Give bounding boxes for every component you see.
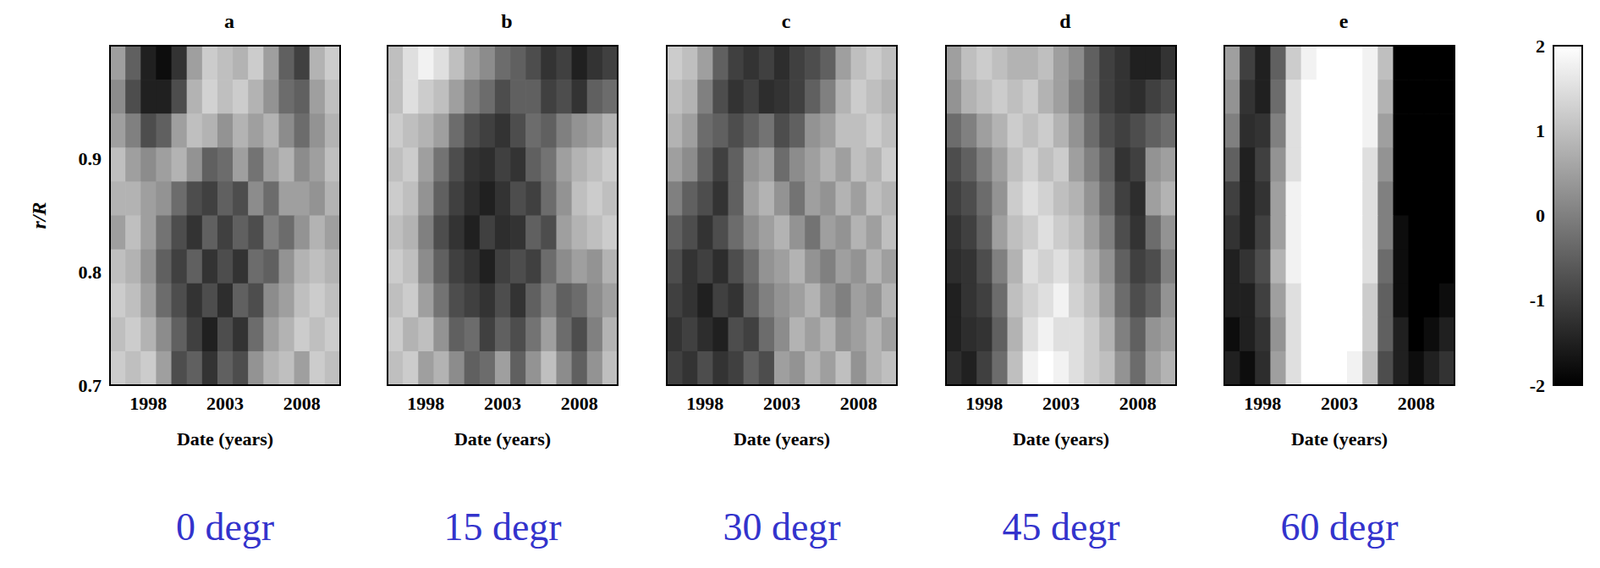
svg-text:60 degr: 60 degr xyxy=(1280,505,1398,549)
svg-text:2: 2 xyxy=(1535,35,1546,57)
svg-text:Date (years): Date (years) xyxy=(1291,428,1388,450)
svg-text:1: 1 xyxy=(1535,120,1546,142)
svg-text:2003: 2003 xyxy=(1042,392,1080,414)
svg-text:b: b xyxy=(500,10,512,33)
svg-text:-1: -1 xyxy=(1529,289,1546,311)
svg-text:0.9: 0.9 xyxy=(78,148,103,170)
svg-text:2003: 2003 xyxy=(1320,392,1359,414)
svg-text:1998: 1998 xyxy=(129,392,167,414)
svg-text:2003: 2003 xyxy=(763,392,801,414)
svg-text:2008: 2008 xyxy=(840,392,878,414)
svg-text:1998: 1998 xyxy=(686,392,724,414)
svg-text:e: e xyxy=(1339,10,1349,33)
svg-text:r/R: r/R xyxy=(27,201,50,229)
svg-text:45 degr: 45 degr xyxy=(1001,505,1120,549)
svg-text:1998: 1998 xyxy=(1243,392,1282,414)
svg-text:0 degr: 0 degr xyxy=(175,505,275,549)
svg-text:Date (years): Date (years) xyxy=(733,428,831,450)
svg-text:1998: 1998 xyxy=(406,392,445,414)
svg-text:2008: 2008 xyxy=(283,392,321,414)
svg-text:-2: -2 xyxy=(1529,374,1546,396)
svg-text:30 degr: 30 degr xyxy=(722,505,841,549)
svg-text:2008: 2008 xyxy=(1397,392,1436,414)
svg-text:Date (years): Date (years) xyxy=(1012,428,1110,450)
svg-text:0.7: 0.7 xyxy=(78,374,103,396)
svg-text:2003: 2003 xyxy=(483,392,522,414)
svg-text:2008: 2008 xyxy=(1119,392,1157,414)
svg-text:Date (years): Date (years) xyxy=(176,428,274,450)
svg-text:a: a xyxy=(224,10,235,33)
svg-text:Date (years): Date (years) xyxy=(454,428,551,450)
svg-text:2008: 2008 xyxy=(560,392,599,414)
svg-text:0: 0 xyxy=(1535,204,1546,226)
svg-text:1998: 1998 xyxy=(965,392,1003,414)
svg-text:15 degr: 15 degr xyxy=(443,505,561,549)
svg-text:d: d xyxy=(1059,10,1072,33)
svg-text:0.8: 0.8 xyxy=(78,261,103,283)
svg-text:c: c xyxy=(781,10,792,33)
svg-text:2003: 2003 xyxy=(206,392,244,414)
